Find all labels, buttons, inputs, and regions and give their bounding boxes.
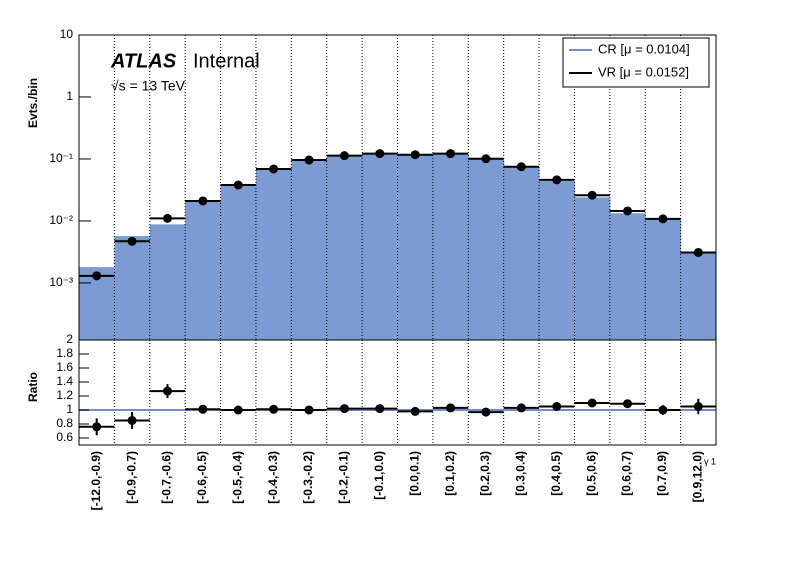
y-tick-label: 10⁻³ xyxy=(49,275,73,289)
ratio-point xyxy=(92,422,102,432)
x-tick-label: [0.2,0.3) xyxy=(478,451,492,496)
legend-label: CR [μ = 0.0104] xyxy=(598,41,690,56)
ratio-point xyxy=(693,402,703,411)
x-tick-label: [-0.1,0.0) xyxy=(372,451,386,500)
vr-point xyxy=(92,271,102,281)
x-tick-label: [0.9,12.0) xyxy=(690,451,704,502)
x-tick-label: [-0.2,-0.1) xyxy=(337,451,351,504)
vr-point xyxy=(516,162,526,172)
cr-bar xyxy=(149,224,186,340)
x-tick-label: [-0.3,-0.2) xyxy=(301,451,315,504)
x-tick-label: [-0.9,-0.7) xyxy=(124,451,138,504)
ratio-point xyxy=(339,404,349,414)
ratio-point xyxy=(375,404,385,414)
y-tick-label: 10⁻¹ xyxy=(49,151,73,165)
ratio-point xyxy=(587,398,597,408)
legend-box xyxy=(562,37,710,88)
vr-point xyxy=(304,155,314,165)
cr-bar xyxy=(468,157,505,340)
cr-bar xyxy=(114,236,151,340)
ratio-point xyxy=(198,404,208,414)
vr-point xyxy=(339,151,349,161)
ratio-point xyxy=(516,403,526,413)
x-tick-label: [0.3,0.4) xyxy=(514,451,528,496)
cr-bar xyxy=(255,169,292,340)
y-tick-label: 1 xyxy=(66,402,73,416)
vr-point xyxy=(446,149,456,159)
ratio-point xyxy=(481,407,491,417)
ratio-point xyxy=(162,386,172,396)
y-tick-label: 1.8 xyxy=(56,346,73,360)
cr-bar xyxy=(185,200,222,340)
ratio-point xyxy=(446,403,456,413)
ratio-point xyxy=(233,405,243,415)
ratio-point xyxy=(410,406,420,416)
cr-bar xyxy=(362,154,398,340)
x-tick-label: [-0.7,-0.6) xyxy=(160,451,174,504)
y-tick-label: 0.6 xyxy=(56,430,73,444)
y-tick-label: 10 xyxy=(60,27,74,41)
cr-bar xyxy=(609,213,646,340)
ratio-point xyxy=(658,405,668,415)
vr-point xyxy=(658,214,668,224)
x-tick-label: [0.5,0.6) xyxy=(584,451,598,496)
legend-label: VR [μ = 0.0152] xyxy=(598,64,689,79)
cr-bar xyxy=(574,197,611,340)
x-tick-label: [0.6,0.7) xyxy=(620,451,634,496)
cr-bar xyxy=(539,181,575,340)
ratio-axis-label: Ratio xyxy=(26,372,40,402)
x-tick-label: [0.7,0.9) xyxy=(655,451,669,496)
vr-point xyxy=(587,190,597,200)
atlas-status: Internal xyxy=(193,50,260,72)
cr-bar xyxy=(503,167,540,340)
ratio-point xyxy=(304,405,314,415)
plot-frame xyxy=(78,339,717,446)
y-tick-label: 2 xyxy=(66,332,73,346)
ratio-point xyxy=(269,404,279,414)
vr-point xyxy=(269,164,279,174)
x-tick-label: [0.1,0.2) xyxy=(443,451,457,496)
cr-bar xyxy=(432,154,469,340)
vr-point xyxy=(127,236,137,246)
atlas-label: ATLAS xyxy=(110,50,177,72)
x-tick-label: [-0.4,-0.3) xyxy=(266,451,280,504)
y-tick-label: 1 xyxy=(66,89,73,103)
ratio-point xyxy=(623,399,633,409)
x-tick-label: [-0.6,-0.5) xyxy=(195,451,209,504)
cr-bar xyxy=(220,185,257,340)
vr-point xyxy=(162,213,172,223)
vr-point xyxy=(481,154,491,164)
y-tick-label: 0.8 xyxy=(56,416,73,430)
x-tick-label: [0.4,0.5) xyxy=(549,451,563,496)
vr-point xyxy=(623,206,633,216)
x-tick-label: [-0.5,-0.4) xyxy=(230,451,244,504)
vr-point xyxy=(375,149,385,159)
vr-point xyxy=(693,247,703,257)
x-tick-label: [0.0,0.1) xyxy=(407,451,421,496)
cr-bar xyxy=(326,156,363,340)
vr-point xyxy=(552,175,562,185)
vr-point xyxy=(410,150,420,160)
vr-point xyxy=(233,180,243,190)
y-tick-label: 10⁻² xyxy=(49,213,73,227)
ratio-point xyxy=(552,402,562,411)
cr-bar xyxy=(680,253,717,340)
x-axis-label: γ 1 xyxy=(704,456,716,466)
cr-bar xyxy=(291,160,328,340)
y-tick-label: 1.6 xyxy=(56,360,73,374)
cr-bar xyxy=(645,219,682,340)
ratio-point xyxy=(127,416,137,425)
y-axis-label: Evts./bin xyxy=(26,78,40,128)
y-tick-label: 1.4 xyxy=(56,374,73,388)
energy-label: √s = 13 TeV xyxy=(111,78,186,94)
x-tick-label: [-12.0,-0.9) xyxy=(89,451,103,510)
cr-bar xyxy=(397,154,434,340)
vr-point xyxy=(198,196,208,206)
y-tick-label: 1.2 xyxy=(56,388,73,402)
